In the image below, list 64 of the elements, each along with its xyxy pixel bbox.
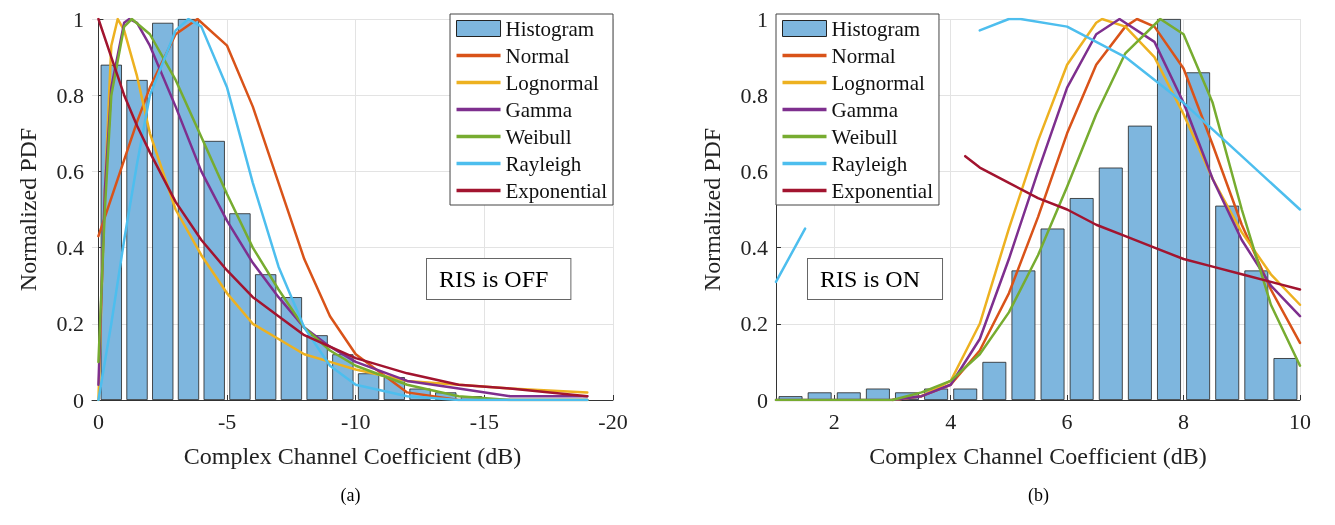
x-tick-label: 0 xyxy=(92,408,104,434)
bar xyxy=(229,213,251,400)
y-tick-label: 0.2 xyxy=(740,311,768,337)
y-tick-label: 0.8 xyxy=(56,82,84,108)
bar xyxy=(1215,205,1240,400)
bar xyxy=(1098,167,1123,400)
bar xyxy=(177,19,200,400)
bar xyxy=(1069,198,1094,400)
y-tick-label: 0.2 xyxy=(56,311,84,337)
bar xyxy=(152,22,174,400)
bar xyxy=(953,388,978,400)
bar xyxy=(1040,228,1065,400)
legend-label: Rayleigh xyxy=(505,151,582,176)
bar xyxy=(865,388,890,400)
legend-label: Exponential xyxy=(831,178,934,203)
x-axis-title: Complex Channel Coefficient (dB) xyxy=(183,443,522,469)
y-tick-label: 0 xyxy=(73,387,84,413)
legend-label: Normal xyxy=(505,43,570,68)
legend-label: Histogram xyxy=(831,16,921,41)
bar xyxy=(1127,125,1152,400)
x-tick-label: 8 xyxy=(1178,408,1190,434)
text: (b) xyxy=(1028,485,1049,506)
y-tick-label: 0.4 xyxy=(740,235,768,261)
legend-label: Gamma xyxy=(831,97,899,122)
bar xyxy=(982,361,1007,400)
y-tick-label: 1 xyxy=(73,6,84,32)
bar xyxy=(1157,19,1181,400)
y-axis-title: Normalized PDF xyxy=(15,127,41,292)
y-axis-title: Normalized PDF xyxy=(699,127,725,292)
legend-label: Lognormal xyxy=(831,70,925,95)
y-tick-label: 1 xyxy=(757,6,768,32)
annotation: RIS is ON xyxy=(820,266,921,292)
x-tick-label: -20 xyxy=(598,408,628,434)
text: (a) xyxy=(340,485,361,506)
y-tick-label: 0.6 xyxy=(56,158,84,184)
bar xyxy=(1244,270,1269,400)
y-tick-label: 0 xyxy=(757,387,768,413)
bar xyxy=(1186,72,1211,400)
y-tick-label: 0.4 xyxy=(56,235,84,261)
y-tick-label: 0.8 xyxy=(740,82,768,108)
line-series xyxy=(963,154,1302,291)
x-tick-label: 10 xyxy=(1289,408,1311,434)
legend-label: Weibull xyxy=(831,124,898,149)
x-tick-label: 6 xyxy=(1061,408,1073,434)
x-axis-title: Complex Channel Coefficient (dB) xyxy=(869,443,1207,469)
legend-label: Rayleigh xyxy=(831,151,908,176)
annotation: RIS is OFF xyxy=(439,266,549,292)
bar xyxy=(255,274,277,400)
legend-label: Gamma xyxy=(505,97,573,122)
bar xyxy=(126,79,148,400)
x-tick-label: -10 xyxy=(341,408,371,434)
x-tick-label: 4 xyxy=(945,408,957,434)
bar xyxy=(1273,358,1298,400)
legend-label: Histogram xyxy=(505,16,595,41)
x-tick-label: -15 xyxy=(469,408,500,434)
x-tick-label: -5 xyxy=(217,408,237,434)
bar xyxy=(203,140,225,400)
legend-label: Exponential xyxy=(505,178,608,203)
legend-label: Lognormal xyxy=(505,70,599,95)
x-tick-label: 2 xyxy=(828,408,840,434)
legend-label: Weibull xyxy=(505,124,572,149)
y-tick-label: 0.6 xyxy=(740,158,768,184)
legend-label: Normal xyxy=(831,43,896,68)
bar xyxy=(1011,270,1036,400)
